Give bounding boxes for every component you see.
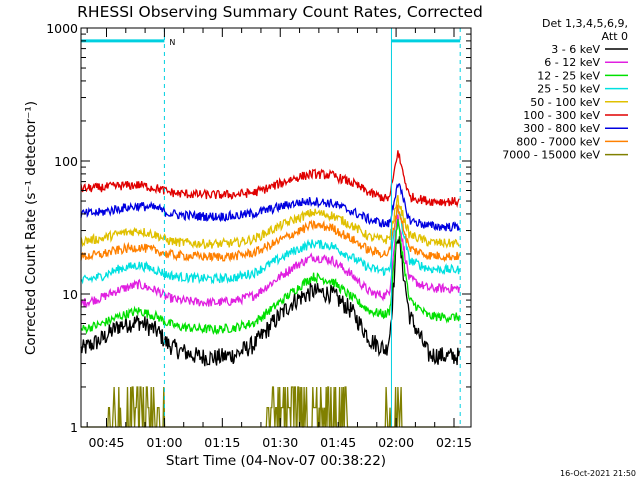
series-300-800keV: [80, 183, 461, 232]
series-line: [80, 214, 461, 309]
legend-label: 25 - 50 keV: [537, 83, 600, 96]
x-axis-label: Start Time (04-Nov-07 00:38:22): [166, 453, 386, 469]
legend-header-line-1: Det 1,3,4,5,6,9,: [542, 17, 628, 30]
chart-title: RHESSI Observing Summary Count Rates, Co…: [77, 3, 483, 21]
night-flag-label: N: [169, 38, 175, 47]
series-800-7000keV: [80, 204, 461, 263]
legend-label: 6 - 12 keV: [544, 56, 600, 69]
plot-frame: [80, 27, 472, 428]
x-tick-label: 02:00: [378, 435, 414, 450]
y-tick-label: 1: [70, 420, 78, 435]
series-line: [80, 195, 460, 250]
series-12-25keV: [80, 219, 461, 336]
legend-header-line-2: Att 0: [602, 30, 628, 43]
series-6-12keV: [80, 214, 461, 309]
x-tick-label: 01:15: [204, 435, 240, 450]
legend-label: 50 - 100 keV: [530, 96, 600, 109]
series-100-300keV: [80, 150, 460, 208]
series-line: [80, 204, 461, 263]
y-tick-label: 1000: [46, 21, 78, 36]
y-tick-label: 10: [62, 287, 78, 302]
legend-label: 100 - 300 keV: [523, 109, 600, 122]
x-tick-label: 01:00: [146, 435, 182, 450]
series-line: [80, 150, 460, 208]
series-50-100keV: [80, 195, 460, 250]
generation-timestamp: 16-Oct-2021 21:50: [560, 469, 636, 478]
y-tick-label: 100: [54, 154, 78, 169]
x-tick-label: 02:15: [436, 435, 472, 450]
y-axis: 1 10 100 1000: [46, 21, 471, 435]
x-tick-label: 01:30: [262, 435, 298, 450]
series-line: [80, 219, 461, 336]
legend-label: 3 - 6 keV: [551, 43, 600, 56]
series-line: [80, 183, 461, 232]
legend-label: 12 - 25 keV: [537, 69, 600, 82]
legend-label: 800 - 7000 keV: [516, 135, 600, 148]
x-axis: 00:45 01:00 01:15 01:30 01:45 02:00 02:15: [86, 28, 472, 450]
legend-label: 7000 - 15000 keV: [502, 149, 600, 162]
y-axis-label: Corrected Count Rate (s⁻¹ detector⁻¹): [23, 101, 39, 355]
x-tick-label: 01:45: [320, 435, 356, 450]
x-tick-label: 00:45: [88, 435, 124, 450]
legend-label: 300 - 800 keV: [523, 122, 600, 135]
